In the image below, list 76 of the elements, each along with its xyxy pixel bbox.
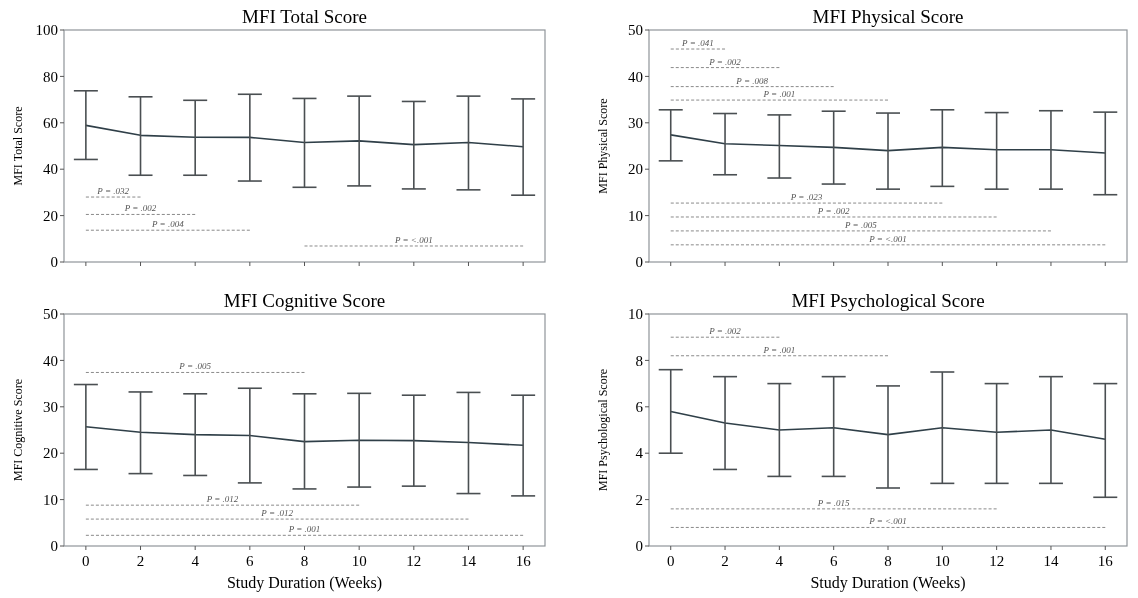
y-tick-label: 6 — [635, 399, 644, 416]
x-tick-label: 6 — [829, 553, 838, 569]
y-tick-label: 0 — [50, 538, 58, 555]
x-tick-label: 12 — [406, 553, 422, 569]
y-tick-label: 10 — [43, 491, 58, 508]
y-axis-title: MFI Cognitive Score — [11, 379, 25, 481]
y-tick-label: 40 — [43, 161, 58, 178]
y-tick-label: 8 — [635, 352, 643, 369]
y-tick-label: 20 — [628, 161, 643, 178]
line-series — [669, 410, 1107, 441]
x-tick-label: 16 — [1097, 553, 1114, 569]
y-axis-title: MFI Physical Score — [596, 98, 610, 194]
x-tick-label: 2 — [136, 553, 145, 569]
annotation: P = <.001 — [868, 233, 907, 244]
annotation: P = .015 — [816, 497, 850, 508]
annotation: P = .005 — [178, 361, 212, 372]
y-tick-label: 4 — [635, 445, 644, 462]
chart-title: MFI Cognitive Score — [223, 290, 386, 311]
line-series — [669, 134, 1107, 154]
x-tick-label: 8 — [884, 553, 892, 569]
y-tick-label: 30 — [628, 115, 643, 132]
x-tick-label: 10 — [351, 553, 367, 569]
annotation: P = .041 — [681, 38, 714, 49]
x-tick-label: 6 — [246, 553, 255, 569]
x-tick-label: 14 — [1043, 553, 1059, 569]
x-tick-label: 0 — [82, 553, 90, 569]
y-tick-label: 30 — [43, 399, 58, 416]
annotation: P = .005 — [844, 219, 878, 230]
y-tick-label: 0 — [635, 538, 643, 555]
x-tick-label: 8 — [300, 553, 309, 569]
y-tick-label: 50 — [628, 22, 643, 39]
y-tick-label: 50 — [43, 306, 58, 323]
y-tick-label: 20 — [43, 207, 58, 224]
y-axis-title: MFI Psychological Score — [596, 369, 610, 491]
x-tick-label: 4 — [775, 553, 784, 569]
x-tick-label: 16 — [515, 553, 532, 569]
x-tick-label: 10 — [934, 553, 950, 569]
annotation: P = .032 — [96, 186, 130, 197]
annotation: P = .002 — [708, 56, 742, 67]
annotation: P = <.001 — [868, 516, 907, 527]
y-tick-label: 60 — [43, 115, 58, 132]
y-tick-label: 20 — [43, 445, 58, 462]
y-tick-label: 0 — [635, 254, 643, 271]
annotation: P = .023 — [789, 192, 823, 203]
x-tick-label: 0 — [666, 553, 675, 569]
x-tick-label: 12 — [989, 553, 1005, 569]
y-tick-label: 100 — [35, 22, 58, 39]
y-tick-label: 2 — [635, 491, 643, 508]
annotation: P = .008 — [735, 75, 769, 86]
y-tick-label: 0 — [50, 254, 58, 271]
annotation: P = .001 — [762, 89, 796, 100]
chart-title: MFI Psychological Score — [791, 290, 985, 311]
annotation: P = .001 — [762, 344, 796, 355]
chart-title: MFI Physical Score — [812, 6, 964, 27]
y-tick-label: 80 — [43, 68, 58, 85]
annotation: P = .002 — [123, 203, 157, 214]
y-tick-label: 10 — [628, 207, 643, 224]
annotation: P = .012 — [205, 494, 239, 505]
annotation: P = .012 — [260, 508, 294, 519]
line-series — [85, 124, 524, 148]
annotation: P = .002 — [816, 205, 850, 216]
y-tick-label: 40 — [628, 68, 643, 85]
annotation: P = <.001 — [393, 234, 433, 245]
x-axis-title: Study Duration (Weeks) — [226, 574, 383, 592]
x-tick-label: 14 — [460, 553, 477, 569]
x-axis-title: Study Duration (Weeks) — [810, 574, 966, 592]
y-tick-label: 40 — [43, 352, 58, 369]
x-tick-label: 4 — [191, 553, 200, 569]
line-series — [85, 425, 524, 447]
y-axis-title: MFI Total Score — [11, 106, 25, 186]
annotation: P = .004 — [151, 219, 185, 230]
y-tick-label: 10 — [628, 306, 643, 323]
chart-title: MFI Total Score — [242, 6, 367, 27]
annotation: P = .002 — [708, 326, 742, 337]
x-tick-label: 2 — [721, 553, 729, 569]
annotation: P = .001 — [287, 524, 321, 535]
